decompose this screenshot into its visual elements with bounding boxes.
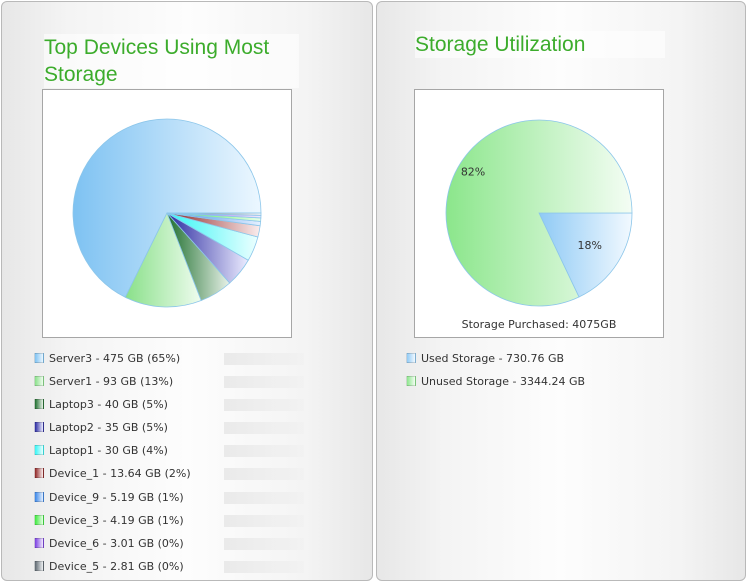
legend-bar-shadow bbox=[224, 560, 304, 573]
top-devices-pie bbox=[72, 118, 262, 308]
legend-label: Device_1 - 13.64 GB (2%) bbox=[49, 467, 191, 481]
storage-utilization-legend: Used Storage - 730.76 GB Unused Storage … bbox=[406, 348, 736, 394]
storage-utilization-panel: Storage Utilization 18% 82% Storage Purcha… bbox=[376, 1, 746, 581]
legend-swatch bbox=[34, 468, 44, 479]
chart-caption: Storage Purchased: 4075GB bbox=[462, 318, 617, 331]
storage-utilization-chart: 18% 82% Storage Purchased: 4075GB bbox=[414, 89, 664, 338]
legend-item: Device_5 - 2.81 GB (0%) bbox=[34, 556, 364, 579]
legend-label: Device_6 - 3.01 GB (0%) bbox=[49, 536, 184, 550]
legend-item: Device_1 - 13.64 GB (2%) bbox=[34, 463, 364, 486]
legend-bar-shadow bbox=[224, 422, 304, 435]
pie-slice bbox=[445, 119, 633, 307]
legend-swatch bbox=[34, 514, 44, 525]
legend-bar-shadow bbox=[224, 514, 304, 527]
legend-bar-shadow bbox=[224, 491, 304, 504]
legend-label: Device_5 - 2.81 GB (0%) bbox=[49, 559, 184, 573]
legend-label: Unused Storage - 3344.24 GB bbox=[421, 375, 586, 389]
pie-data-label: 18% bbox=[578, 239, 602, 252]
legend-swatch bbox=[34, 491, 44, 502]
legend-item: Server1 - 93 GB (13%) bbox=[34, 371, 364, 394]
legend-swatch bbox=[34, 537, 44, 548]
legend-swatch bbox=[34, 399, 44, 410]
legend-bar-shadow bbox=[224, 468, 304, 481]
legend-item: Device_3 - 4.19 GB (1%) bbox=[34, 510, 364, 533]
legend-item: Unused Storage - 3344.24 GB bbox=[406, 371, 736, 394]
legend-label: Laptop3 - 40 GB (5%) bbox=[49, 398, 168, 412]
pie-slice bbox=[166, 212, 262, 216]
pie-data-label: 82% bbox=[461, 165, 485, 178]
legend-item: Laptop2 - 35 GB (5%) bbox=[34, 417, 364, 440]
legend-label: Device_3 - 4.19 GB (1%) bbox=[49, 513, 184, 527]
legend-swatch bbox=[34, 376, 44, 387]
legend-label: Used Storage - 730.76 GB bbox=[421, 352, 565, 365]
legend-bar-shadow bbox=[224, 376, 304, 389]
pie-slice bbox=[72, 118, 262, 298]
legend-swatch bbox=[406, 353, 416, 363]
legend-item: Laptop1 - 30 GB (4%) bbox=[34, 440, 364, 463]
legend-label: Laptop2 - 35 GB (5%) bbox=[49, 421, 168, 435]
legend-item: Used Storage - 730.76 GB bbox=[406, 348, 736, 371]
legend-item: Device_6 - 3.01 GB (0%) bbox=[34, 533, 364, 556]
top-devices-legend: Server3 - 475 GB (65%) Server1 - 93 GB (… bbox=[34, 348, 364, 579]
legend-swatch bbox=[34, 353, 44, 363]
legend-label: Laptop1 - 30 GB (4%) bbox=[49, 444, 168, 458]
legend-swatch bbox=[34, 445, 44, 456]
legend-label: Server1 - 93 GB (13%) bbox=[49, 375, 174, 389]
legend-label: Device_9 - 5.19 GB (1%) bbox=[49, 490, 184, 504]
legend-label: Server3 - 475 GB (65%) bbox=[49, 352, 181, 365]
storage-utilization-pie: 18% 82% Storage Purchased: 4075GB bbox=[445, 119, 633, 331]
legend-swatch bbox=[406, 376, 416, 387]
legend-swatch bbox=[34, 422, 44, 433]
legend-item: Device_9 - 5.19 GB (1%) bbox=[34, 487, 364, 510]
panel-title: Top Devices Using Most Storage bbox=[44, 34, 299, 88]
legend-item: Server3 - 475 GB (65%) bbox=[34, 348, 364, 371]
legend-item: Laptop3 - 40 GB (5%) bbox=[34, 394, 364, 417]
legend-swatch bbox=[34, 560, 44, 571]
pie-slice bbox=[538, 212, 633, 298]
legend-bar-shadow bbox=[224, 353, 304, 365]
top-devices-chart bbox=[42, 89, 292, 338]
legend-bar-shadow bbox=[224, 399, 304, 412]
legend-bar-shadow bbox=[224, 537, 304, 550]
panel-title: Storage Utilization bbox=[415, 31, 665, 58]
top-devices-panel: Top Devices Using Most Storage Server3 -… bbox=[1, 1, 373, 581]
pie-slice bbox=[124, 212, 202, 308]
legend-bar-shadow bbox=[224, 445, 304, 458]
